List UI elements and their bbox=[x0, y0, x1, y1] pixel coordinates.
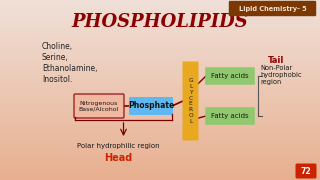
FancyBboxPatch shape bbox=[229, 1, 316, 16]
Text: Head: Head bbox=[104, 153, 132, 163]
Text: Polar hydrophilic region: Polar hydrophilic region bbox=[77, 143, 159, 149]
FancyBboxPatch shape bbox=[182, 62, 198, 141]
FancyBboxPatch shape bbox=[295, 163, 316, 179]
Text: Serine,: Serine, bbox=[42, 53, 69, 62]
Text: 72: 72 bbox=[301, 166, 311, 176]
FancyBboxPatch shape bbox=[205, 67, 255, 85]
FancyBboxPatch shape bbox=[129, 97, 173, 115]
Text: Lipid Chemistry- 5: Lipid Chemistry- 5 bbox=[239, 6, 306, 12]
Text: Non-Polar
hydrophobic
region: Non-Polar hydrophobic region bbox=[260, 65, 301, 85]
Text: Fatty acids: Fatty acids bbox=[211, 113, 249, 119]
Text: G
L
Y
C
E
R
O
L: G L Y C E R O L bbox=[188, 78, 193, 124]
Text: Choline,: Choline, bbox=[42, 42, 73, 51]
Text: PHOSPHOLIPIDS: PHOSPHOLIPIDS bbox=[72, 13, 248, 31]
FancyBboxPatch shape bbox=[74, 94, 124, 118]
FancyBboxPatch shape bbox=[205, 107, 255, 125]
Text: Phosphate: Phosphate bbox=[128, 102, 174, 111]
Text: Nitrogenous
Base/Alcohol: Nitrogenous Base/Alcohol bbox=[79, 101, 119, 111]
Text: Ethanolamine,: Ethanolamine, bbox=[42, 64, 98, 73]
Text: Inositol.: Inositol. bbox=[42, 75, 72, 84]
Text: Fatty acids: Fatty acids bbox=[211, 73, 249, 79]
Text: Tail: Tail bbox=[268, 56, 284, 65]
